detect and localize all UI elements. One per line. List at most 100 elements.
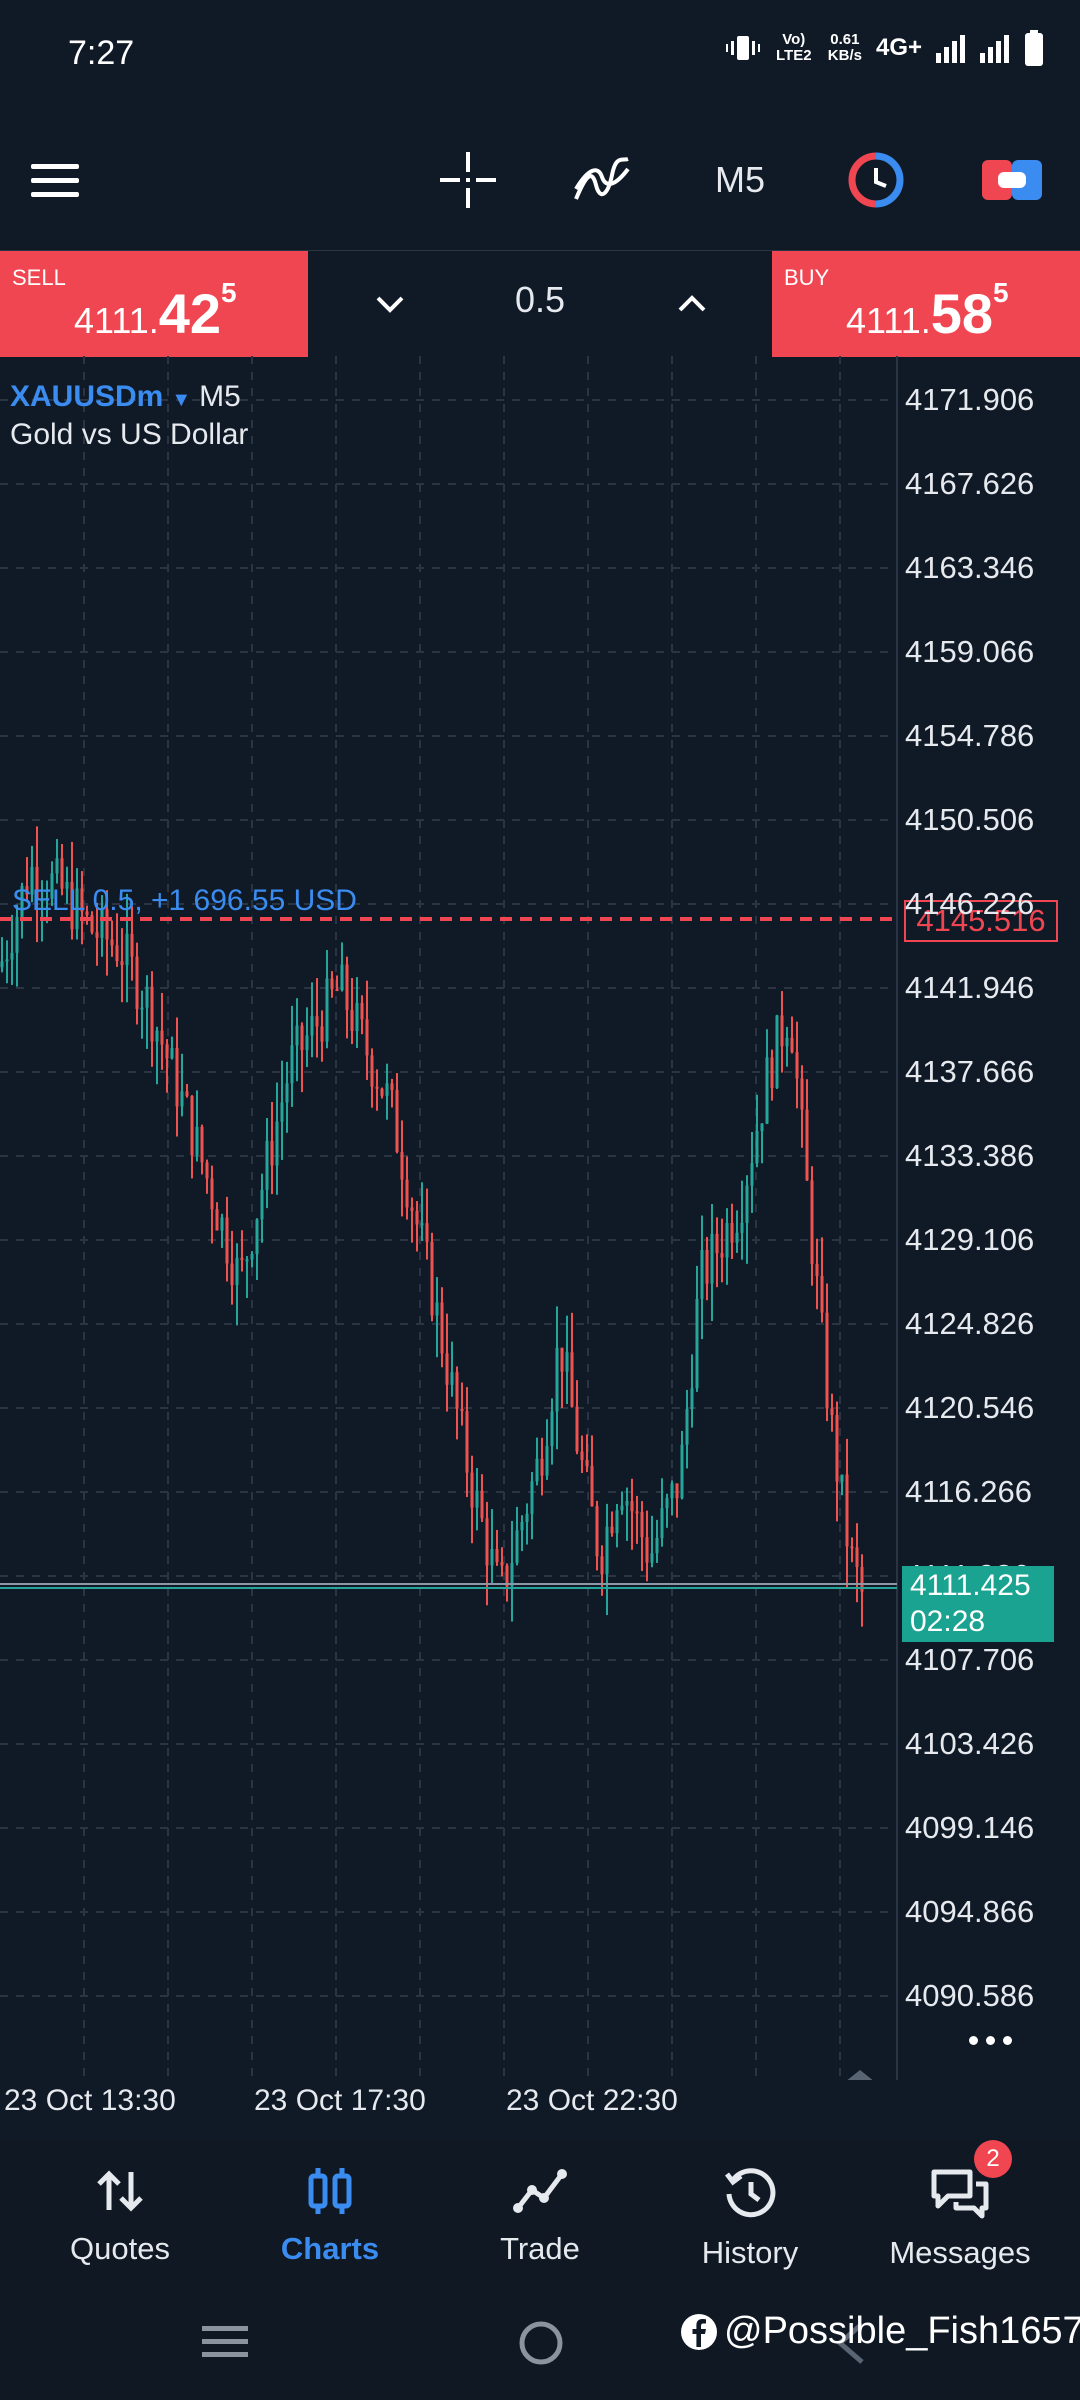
candle-body [25,886,29,895]
volume-value[interactable]: 0.5 [514,279,566,320]
nav-trade-label: Trade [500,2231,580,2266]
volume-increase-button[interactable] [652,279,732,329]
price-axis-label: 4167.626 [905,466,1035,501]
time-axis-label-3: 23 Oct 22:30 [506,2084,678,2117]
price-axis-label: 4120.546 [905,1390,1035,1425]
candle-body [745,1185,749,1223]
candle-body [400,1151,404,1180]
recent-apps-button[interactable] [200,2322,256,2367]
candle-body [835,1414,839,1482]
price-axis-label: 4094.866 [905,1894,1035,1929]
nav-history-label: History [701,2235,799,2270]
candle-body [535,1458,539,1482]
candle-body [285,1083,289,1103]
candle-body [245,1259,249,1262]
trade-button[interactable] [972,110,1052,250]
candle-body [420,1223,424,1226]
buy-price: 4111.585 [846,277,1009,346]
candle-body [615,1510,619,1534]
timeframe-button[interactable]: M5 [714,159,765,200]
nav-messages[interactable]: Messages [870,2166,1050,2271]
candlesticks [0,826,864,1627]
order-line-label[interactable]: SELL 0.5, +1 696.55 USD [12,884,357,917]
candle-body [505,1565,509,1587]
signal-icon-2 [980,35,1009,63]
nav-trade[interactable]: Trade [450,2166,630,2267]
candle-body [430,1241,434,1316]
price-axis-label: 4154.786 [905,718,1035,753]
candle-body [105,909,109,940]
candle-body [830,1408,834,1415]
candle-body [255,1219,259,1255]
nav-quotes[interactable]: Quotes [30,2166,210,2267]
nav-history[interactable]: History [660,2166,840,2271]
candle-body [475,1490,479,1508]
price-axis-label: 4171.906 [905,382,1035,417]
nav-charts[interactable]: Charts [240,2166,420,2267]
candle-body [655,1537,659,1554]
candle-body [200,1126,204,1163]
chart-symbol-title[interactable]: XAUUSDm ▼ M5 [10,380,241,414]
sell-button[interactable]: SELL 4111.425 [0,251,308,357]
candle-body [550,1411,554,1446]
candle-body [115,945,119,962]
candle-body [70,881,74,930]
candle-body [580,1451,584,1461]
candle-body [435,1302,439,1316]
candle-body [645,1537,649,1563]
scroll-to-end-arrow [847,2070,873,2080]
candle-body [190,1096,194,1156]
candle-body [15,916,19,953]
price-axis-label: 4107.706 [905,1642,1035,1677]
sell-price-big: 42 [158,282,222,345]
candle-body [135,956,139,1010]
candle-body [290,1045,294,1084]
candle-body [750,1163,754,1186]
candle-body [530,1481,534,1514]
volume-decrease-button[interactable] [350,279,430,329]
candle-body [155,1030,159,1042]
candle-body [495,1549,499,1563]
candle-body [440,1302,444,1354]
chart-more-button[interactable] [960,2020,1020,2060]
candle-body [45,898,49,901]
candle-body [315,1016,319,1027]
candle-body [390,1083,394,1090]
candle-body [545,1445,549,1476]
chart-symbol[interactable]: XAUUSDm [10,380,164,413]
trade-card-icon [982,160,1042,200]
candle-body [425,1223,429,1242]
candle-body [715,1233,719,1254]
candle-body [205,1162,209,1179]
candle-body [150,986,154,1042]
sell-tag: SELL [12,265,66,290]
candle-body [395,1089,399,1152]
crosshair-button[interactable] [428,110,508,250]
price-axis-label: 4150.506 [905,802,1035,837]
home-button[interactable] [518,2320,564,2371]
candle-body [250,1254,254,1260]
back-button[interactable] [832,2320,868,2371]
theme-button[interactable] [836,110,916,250]
candle-body [795,1052,799,1079]
candle-body [570,1352,574,1407]
time-axis-label-1: 23 Oct 13:30 [4,2084,176,2117]
buy-price-big: 58 [930,282,994,345]
indicators-button[interactable] [562,110,642,250]
candle-body [330,978,334,990]
candle-body [780,1015,784,1047]
candle-body [650,1553,654,1563]
price-chart[interactable] [0,356,1080,2080]
crosshair-icon [440,152,496,208]
more-dots-icon [968,2035,1012,2045]
candle-body [695,1298,699,1389]
menu-button[interactable] [20,110,90,250]
candle-body [860,1567,864,1592]
buy-button[interactable]: BUY 4111.585 [772,251,1080,357]
candle-body [370,1055,374,1087]
candle-body [335,989,339,992]
symbol-dropdown-icon[interactable]: ▼ [171,389,192,411]
candle-body [170,1048,174,1059]
candle-body [175,1048,179,1107]
candle-body [815,1263,819,1276]
